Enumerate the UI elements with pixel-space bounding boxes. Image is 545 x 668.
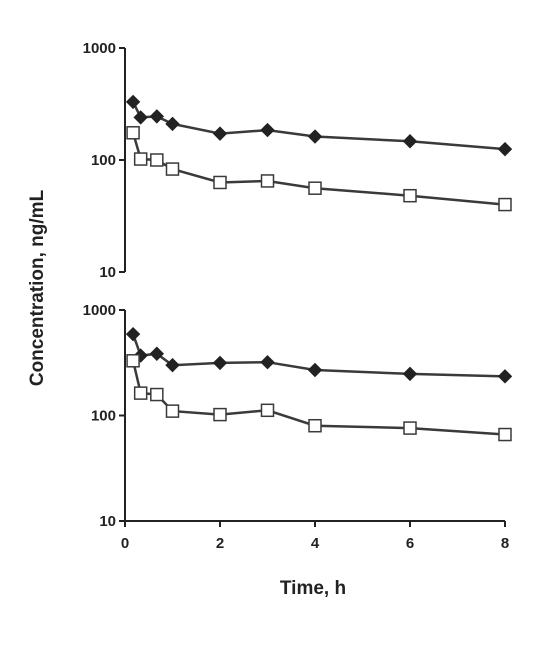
bottom-series-2-point xyxy=(165,404,180,418)
bottom-series-1-point xyxy=(125,326,141,342)
top-series-1-point xyxy=(125,94,141,110)
bottom-series-2-point xyxy=(133,386,148,400)
x-axis-title: Time, h xyxy=(280,578,346,599)
top-series-1-point xyxy=(497,141,513,157)
top-y-tick-label: 1000 xyxy=(83,40,116,57)
x-tick-label: 4 xyxy=(311,535,320,552)
top-series-1-point xyxy=(165,116,180,132)
top-series-2-point xyxy=(403,188,417,203)
top-y-tick-label: 100 xyxy=(91,152,116,169)
bottom-y-tick-label: 100 xyxy=(91,408,116,425)
bottom-series-1-point xyxy=(260,354,275,370)
top-series-2-point xyxy=(150,153,164,167)
top-series-2-point xyxy=(213,175,227,190)
y-axis-title: Concentration, ng/mL xyxy=(27,189,48,386)
x-tick-label: 6 xyxy=(406,535,414,552)
top-series-1-point xyxy=(133,110,148,125)
bottom-series-2-point xyxy=(498,427,512,442)
top-series-2-point xyxy=(498,197,512,212)
bottom-series-1-point xyxy=(165,357,180,373)
bottom-series-2-point xyxy=(126,354,140,368)
top-series-2-point xyxy=(308,181,322,195)
x-tick-label: 0 xyxy=(121,535,129,552)
x-tick-label: 8 xyxy=(501,535,509,552)
bottom-y-tick-label: 10 xyxy=(99,513,116,530)
bottom-y-tick-label: 1000 xyxy=(83,302,116,319)
bottom-series-2-point xyxy=(213,407,227,422)
top-series-1-point xyxy=(212,126,228,141)
top-series-2-point xyxy=(133,152,148,166)
bottom-series-2-point xyxy=(260,403,275,418)
top-series-1-point xyxy=(149,109,165,124)
top-series-2-point xyxy=(126,126,140,140)
top-series-1-point xyxy=(307,129,323,144)
top-series-2-point xyxy=(165,162,180,176)
bottom-series-1-point xyxy=(212,355,228,371)
bottom-series-2-point xyxy=(308,418,322,433)
top-series-1-point xyxy=(402,134,418,149)
bottom-panel: 10 100 1000 0 2 4 6 8 xyxy=(83,302,513,552)
top-panel: 10 100 1000 xyxy=(83,40,513,281)
top-series-1-line xyxy=(131,101,506,151)
bottom-series-1-point xyxy=(307,362,323,378)
bottom-series-1-point xyxy=(402,366,418,382)
bottom-series-1-point xyxy=(497,369,513,384)
top-y-tick-label: 10 xyxy=(99,264,116,281)
x-tick-label: 2 xyxy=(216,535,224,552)
bottom-series-1-point xyxy=(149,346,165,361)
top-series-1-point xyxy=(260,122,275,138)
bottom-series-2-point xyxy=(150,387,164,402)
bottom-series-2-point xyxy=(403,421,417,435)
top-series-2-point xyxy=(260,174,275,188)
